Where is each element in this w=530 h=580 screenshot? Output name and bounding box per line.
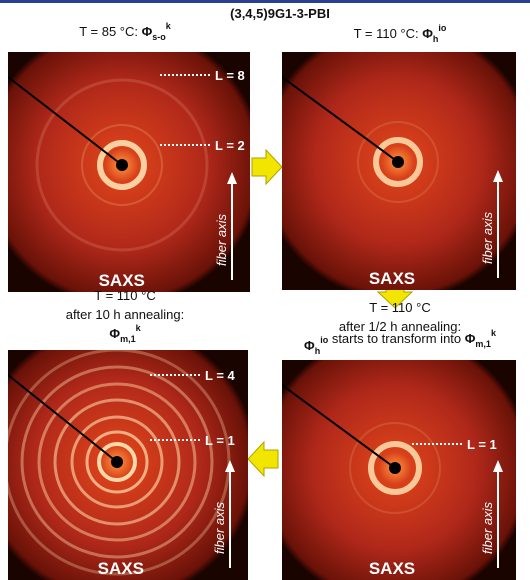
subscript: m,1 bbox=[475, 339, 491, 349]
fiber-axis-label: fiber axis bbox=[480, 211, 495, 264]
caption-text: Φ bbox=[142, 24, 153, 39]
caption-text: starts to transform into bbox=[328, 331, 465, 346]
subscript: s-o bbox=[152, 32, 166, 42]
superscript: k bbox=[166, 21, 172, 31]
caption-line: T = 110 °C: Φhio bbox=[354, 23, 447, 44]
caption-text: T = 110 °C bbox=[369, 300, 430, 315]
fiber-axis-label: fiber axis bbox=[212, 501, 227, 554]
caption-text: T = 110 °C: bbox=[354, 26, 423, 41]
caption-text: T = 110 °C bbox=[94, 288, 155, 303]
figure-title: (3,4,5)9G1-3-PBI bbox=[230, 6, 330, 21]
layer-label: L = 8 bbox=[215, 68, 245, 83]
caption-text: Φ bbox=[465, 331, 476, 346]
superscript: k bbox=[491, 328, 497, 338]
caption-line: T = 110 °C bbox=[94, 288, 155, 303]
beamstop-center bbox=[392, 156, 404, 168]
caption-line: T = 85 °C: Φs-ok bbox=[79, 21, 172, 42]
layer-label: L = 1 bbox=[205, 433, 235, 448]
fiber-axis-label: fiber axis bbox=[480, 501, 495, 554]
layer-label: L = 4 bbox=[205, 368, 236, 383]
caption-text: after 10 h annealing: bbox=[66, 307, 185, 322]
arrow-left bbox=[248, 442, 278, 476]
detector-label: SAXS bbox=[98, 559, 144, 578]
caption-text: Φ bbox=[304, 338, 315, 353]
subscript: h bbox=[315, 346, 321, 356]
caption-line: T = 110 °C bbox=[369, 300, 430, 315]
arrow-right bbox=[252, 150, 282, 184]
superscript: io bbox=[438, 23, 447, 33]
caption-text: T = 85 °C: bbox=[79, 24, 141, 39]
detector-label: SAXS bbox=[369, 559, 415, 578]
panel: T = 110 °C: Φhio SAXS fiber axis bbox=[260, 23, 530, 300]
figure: (3,4,5)9G1-3-PBI T = 85 °C: Φs-okL = 8L … bbox=[0, 0, 530, 580]
caption-text: Φ bbox=[109, 326, 120, 341]
detector-label: SAXS bbox=[369, 269, 415, 288]
subscript: h bbox=[433, 34, 439, 44]
caption-text: Φ bbox=[422, 26, 433, 41]
fiber-axis-label: fiber axis bbox=[214, 213, 229, 266]
top-rule bbox=[0, 0, 530, 3]
layer-label: L = 2 bbox=[215, 138, 245, 153]
page: {"title": "(3,4,5)9G1-3-PBI", "panels": … bbox=[0, 0, 530, 580]
subscript: m,1 bbox=[120, 334, 136, 344]
beamstop-center bbox=[111, 456, 123, 468]
layer-label: L = 1 bbox=[467, 437, 497, 452]
beamstop-center bbox=[116, 159, 128, 171]
beamstop-center bbox=[389, 462, 401, 474]
caption-line: Φhio starts to transform into Φm,1k bbox=[304, 328, 497, 356]
superscript: k bbox=[136, 323, 142, 333]
caption-line: Φm,1k bbox=[109, 323, 141, 344]
caption-line: after 10 h annealing: bbox=[66, 307, 185, 322]
